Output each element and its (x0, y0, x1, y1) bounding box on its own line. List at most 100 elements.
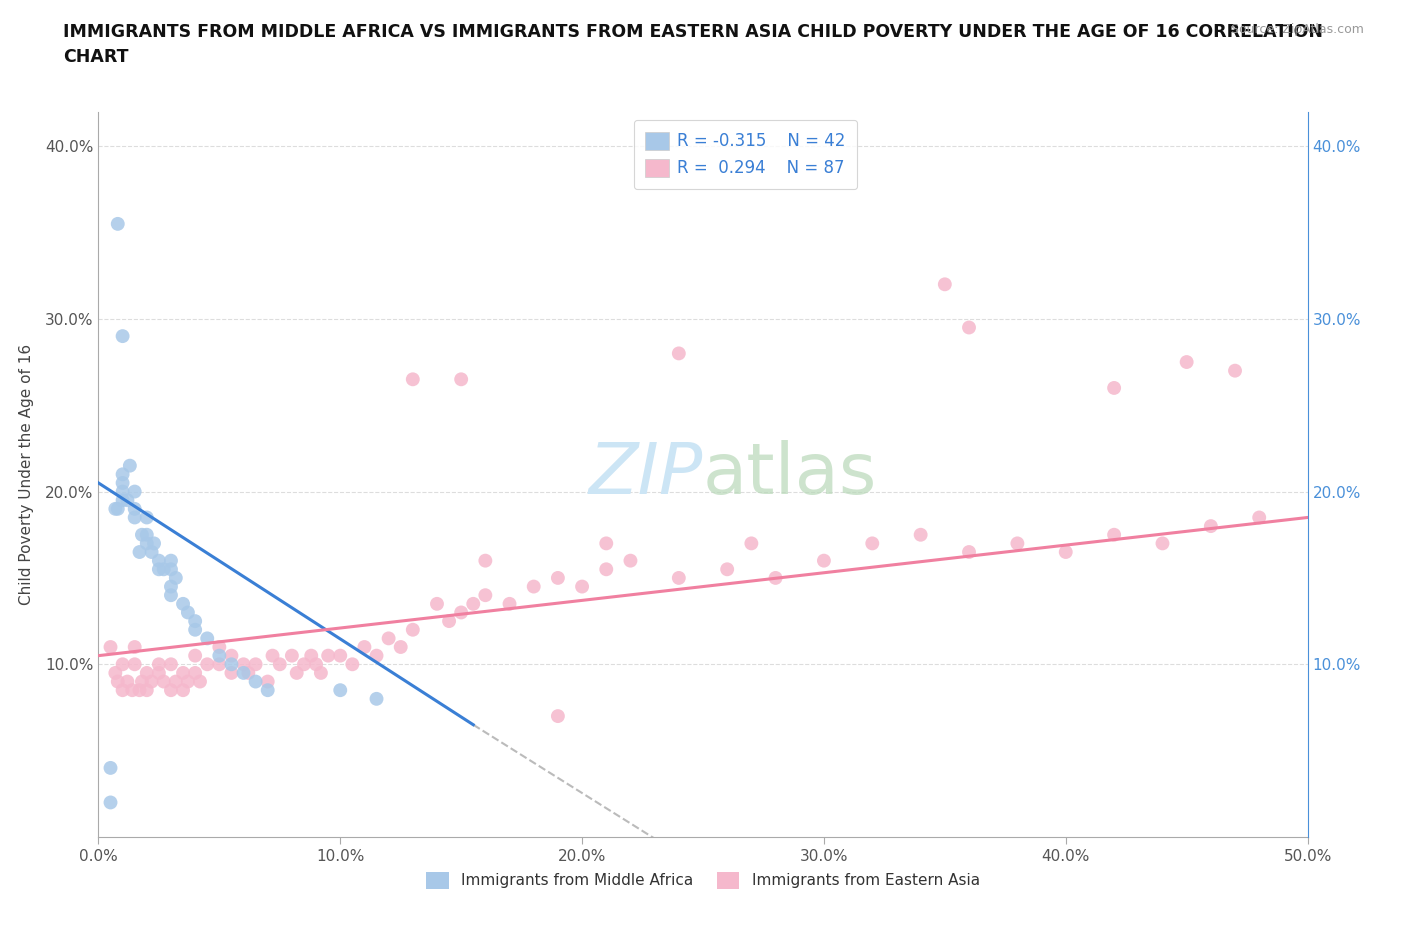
Point (160, 683, 183, 698)
Point (299, 648, 322, 663)
Point (716, 562, 738, 577)
Point (118, 458, 141, 473)
Point (377, 631, 399, 645)
Point (402, 372, 425, 387)
Point (160, 657, 183, 671)
Point (111, 485, 134, 499)
Point (450, 605, 472, 620)
Point (571, 579, 593, 594)
Point (124, 485, 146, 499)
Point (104, 666, 127, 681)
Point (860, 536, 883, 551)
Text: IMMIGRANTS FROM MIDDLE AFRICA VS IMMIGRANTS FROM EASTERN ASIA CHILD POVERTY UNDE: IMMIGRANTS FROM MIDDLE AFRICA VS IMMIGRA… (63, 23, 1323, 41)
Y-axis label: Child Poverty Under the Age of 16: Child Poverty Under the Age of 16 (18, 344, 34, 604)
Point (100, 640, 122, 655)
Point (285, 666, 308, 681)
Point (547, 570, 569, 585)
Point (1007, 536, 1029, 551)
Point (450, 372, 472, 387)
Point (111, 683, 134, 698)
Point (152, 674, 174, 689)
Point (426, 596, 449, 611)
Point (111, 328, 134, 343)
Point (342, 657, 364, 671)
Point (141, 545, 163, 560)
Point (184, 614, 207, 629)
Point (245, 674, 267, 689)
Point (353, 640, 375, 655)
Point (117, 493, 139, 508)
Point (910, 527, 932, 542)
Point (124, 640, 146, 655)
Point (165, 674, 187, 689)
Point (402, 622, 425, 637)
Point (316, 648, 339, 663)
Point (121, 683, 143, 698)
Point (135, 536, 157, 551)
Point (208, 657, 231, 671)
Point (165, 570, 187, 585)
Point (160, 553, 183, 568)
Point (104, 501, 127, 516)
Point (148, 657, 170, 671)
Point (143, 536, 166, 551)
Point (172, 683, 194, 698)
Point (498, 596, 520, 611)
Point (135, 527, 157, 542)
Point (172, 596, 194, 611)
Point (668, 570, 690, 585)
Text: Source: ZipAtlas.com: Source: ZipAtlas.com (1230, 23, 1364, 36)
Point (124, 657, 146, 671)
Point (309, 666, 332, 681)
Text: CHART: CHART (63, 48, 129, 66)
Point (195, 657, 218, 671)
Point (221, 657, 243, 671)
Point (141, 674, 163, 689)
Point (131, 527, 153, 542)
Point (934, 277, 956, 292)
Text: ZIP: ZIP (589, 440, 703, 509)
Point (595, 536, 617, 551)
Point (232, 657, 254, 671)
Point (111, 657, 134, 671)
Point (474, 588, 496, 603)
Point (111, 493, 134, 508)
Point (1249, 510, 1271, 525)
Point (117, 674, 139, 689)
Point (160, 562, 183, 577)
Point (1175, 354, 1198, 369)
Point (1054, 545, 1077, 560)
Point (152, 562, 174, 577)
Point (188, 674, 211, 689)
Point (547, 709, 569, 724)
Point (740, 536, 762, 551)
Point (107, 501, 129, 516)
Legend: Immigrants from Middle Africa, Immigrants from Eastern Asia: Immigrants from Middle Africa, Immigrant… (420, 866, 986, 895)
Point (148, 562, 170, 577)
Point (124, 510, 146, 525)
Point (1199, 519, 1222, 534)
Text: atlas: atlas (703, 440, 877, 509)
Point (281, 648, 304, 663)
Point (389, 640, 412, 655)
Point (957, 545, 980, 560)
Point (148, 553, 170, 568)
Point (1102, 380, 1125, 395)
Point (437, 614, 460, 629)
Point (100, 795, 122, 810)
Point (148, 666, 170, 681)
Point (256, 674, 278, 689)
Point (595, 562, 617, 577)
Point (107, 674, 129, 689)
Point (221, 666, 243, 681)
Point (329, 648, 352, 663)
Point (160, 579, 183, 594)
Point (135, 666, 157, 681)
Point (366, 648, 388, 663)
Point (256, 683, 278, 698)
Point (1152, 536, 1174, 551)
Point (111, 467, 134, 482)
Point (111, 475, 134, 490)
Point (262, 648, 284, 663)
Point (124, 501, 146, 516)
